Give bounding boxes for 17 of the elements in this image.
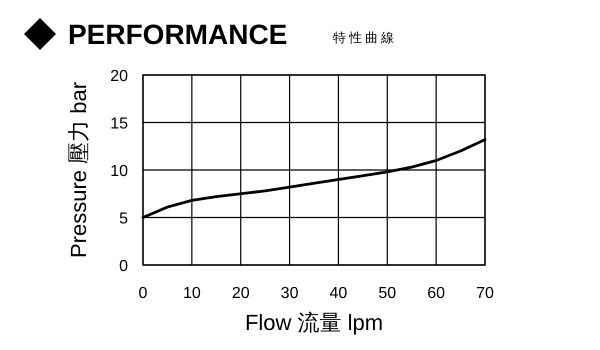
y-tick-label: 20 <box>110 68 128 85</box>
y-tick-label: 10 <box>110 163 128 180</box>
y-tick-label: 0 <box>119 258 128 275</box>
x-axis-title: Flow 流量 lpm <box>244 310 384 335</box>
x-tick-label: 40 <box>330 285 348 302</box>
y-axis-title: Pressure 壓力 bar <box>66 82 91 258</box>
chart-subtitle: 特性曲線 <box>333 30 397 45</box>
x-tick-label: 50 <box>378 285 396 302</box>
chart-title: PERFORMANCE <box>68 19 288 50</box>
x-tick-label: 70 <box>476 285 494 302</box>
y-tick-label: 5 <box>119 210 128 228</box>
x-tick-label: 10 <box>182 285 201 302</box>
y-tick-label: 15 <box>110 116 128 132</box>
x-tick-label: 20 <box>232 285 250 302</box>
x-tick-label: 30 <box>280 285 299 302</box>
x-tick-label: 60 <box>427 285 446 302</box>
x-tick-label: 0 <box>138 285 148 302</box>
